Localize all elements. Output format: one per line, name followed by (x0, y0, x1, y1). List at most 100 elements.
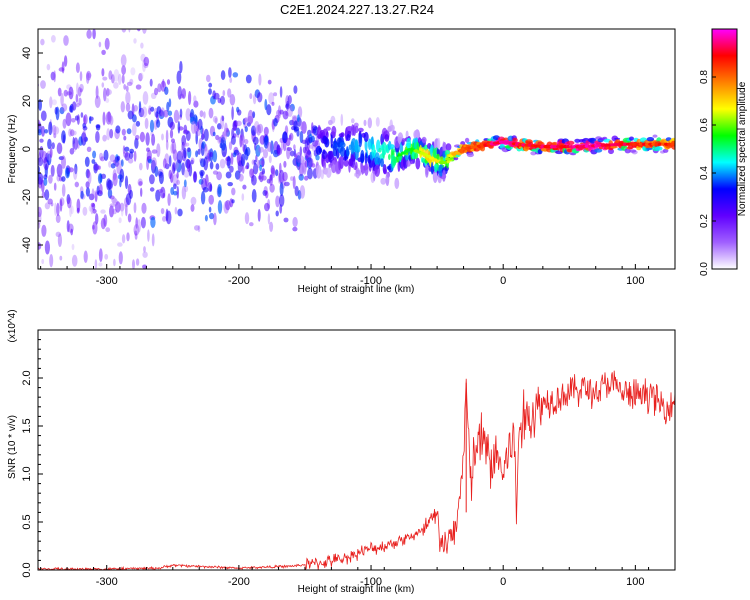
x-tick-label: -100 (360, 576, 382, 588)
spectrogram-cell (90, 202, 95, 207)
spectrogram-cell (150, 216, 156, 229)
spectrogram-cell (83, 136, 89, 142)
spectrogram-cell (401, 138, 406, 143)
spectrogram-cell (346, 134, 351, 141)
spectrogram-cell (232, 152, 237, 158)
spectrogram-cell (220, 95, 225, 105)
spectrogram-cell (103, 149, 109, 161)
spectrogram-x-ticks: -300 -200 -100 0 100 (40, 264, 676, 287)
spectrogram-cell (125, 91, 131, 105)
spectrogram-cell (162, 158, 167, 169)
spectrogram-cell (279, 109, 284, 115)
spectrogram-cell (263, 126, 269, 136)
spectrogram-cell (253, 121, 260, 134)
spectrogram-cell (225, 129, 230, 137)
spectrogram-cell (183, 179, 187, 188)
spectrogram-cell (86, 72, 90, 84)
spectrogram-cell (645, 147, 654, 151)
spectrogram-cell (176, 70, 182, 85)
spectrogram-cell (241, 193, 245, 201)
spectrogram-cell (131, 4, 135, 10)
spectrogram-cell (286, 146, 291, 160)
figure-title: C2E1.2024.227.13.27.R24 (280, 2, 434, 17)
spectrogram-cell (93, 162, 98, 174)
y-tick-label: 1.5 (21, 418, 33, 433)
y-tick-label: 0 (21, 146, 33, 152)
colorbar: 0.0 0.2 0.4 0.6 0.8 Normalized spectral ampl… (699, 28, 748, 276)
spectrogram-cell (53, 182, 57, 191)
spectrogram-cell (82, 130, 87, 143)
spectrogram-cell (325, 126, 331, 131)
spectrogram-cell (480, 146, 485, 152)
spectrogram-cell (103, 87, 107, 102)
spectrogram-cell (392, 130, 397, 136)
spectrogram-cell (112, 169, 117, 181)
spectrogram-cell (49, 96, 53, 109)
spectrogram-cell (322, 160, 327, 170)
spectrogram-cell (92, 150, 97, 159)
spectrogram-cell (89, 18, 93, 26)
spectrogram-cell (195, 150, 199, 158)
spectrogram-cell (302, 162, 307, 175)
spectrogram-cell (134, 137, 139, 149)
spectrogram-cell (87, 72, 92, 78)
spectrogram-cell (125, 203, 128, 217)
spectrogram-cell (530, 151, 537, 156)
spectrogram-cell (241, 165, 245, 174)
y-tick-label: 0.0 (21, 562, 33, 577)
spectrogram-cell (124, 175, 129, 189)
spectrogram-cell (176, 150, 183, 164)
spectrogram-cell (63, 35, 69, 46)
spectrogram-cell (160, 208, 165, 215)
spectrogram-cell (282, 171, 288, 182)
spectrogram-cell (140, 216, 146, 229)
spectrogram-cell (92, 224, 95, 230)
spectrogram-cell (364, 152, 368, 166)
spectrogram-cell (48, 121, 53, 136)
spectrogram-cell (110, 163, 116, 169)
spectrogram-cell (265, 190, 269, 199)
spectrogram-cell (574, 138, 581, 143)
spectrogram-cell (182, 141, 187, 148)
spectrogram-cell (380, 177, 387, 185)
spectrogram-cell (105, 89, 112, 96)
spectrogram-cell (102, 134, 107, 142)
spectrogram-cell (272, 170, 276, 178)
spectrogram-cell (172, 149, 178, 161)
spectrogram-cell (167, 110, 173, 116)
snr-frame (37, 329, 676, 571)
spectrogram-cell (145, 132, 150, 146)
y-tick-label: 20 (21, 95, 33, 107)
spectrogram-cell (231, 106, 234, 120)
spectrogram-cell (204, 214, 208, 222)
spectrogram-cell (43, 174, 48, 180)
spectrogram-cell (53, 133, 57, 139)
spectrogram-cell (208, 82, 213, 88)
spectrogram-cell (430, 161, 434, 175)
spectrogram-cell (38, 165, 41, 175)
spectrogram-cell (139, 131, 145, 143)
spectrogram-cell (203, 128, 209, 142)
spectrogram-cell (195, 115, 198, 127)
spectrogram-cell (231, 187, 236, 196)
spectrogram-cell (226, 155, 231, 169)
spectrogram-cell (156, 119, 161, 128)
spectrogram-cell (143, 246, 146, 253)
spectrogram-cell (57, 233, 63, 247)
spectrogram-cell (170, 142, 175, 154)
spectrogram-cell (239, 133, 245, 145)
spectrogram-cell (217, 186, 222, 198)
spectrogram-cell (389, 124, 395, 132)
y-tick-label: -20 (21, 189, 33, 205)
spectrogram-cell (190, 157, 195, 165)
spectrogram-cell (225, 171, 232, 179)
spectrogram-cell (256, 124, 261, 136)
spectrogram-cell (55, 231, 61, 237)
spectrogram-cell (51, 99, 57, 106)
spectrogram-cell (235, 120, 242, 127)
spectrogram-cell (328, 150, 335, 164)
spectrogram-cell (63, 55, 68, 67)
spectrogram-cell (190, 120, 197, 134)
spectrogram-cell (185, 108, 191, 121)
spectrogram-cell (339, 142, 346, 148)
